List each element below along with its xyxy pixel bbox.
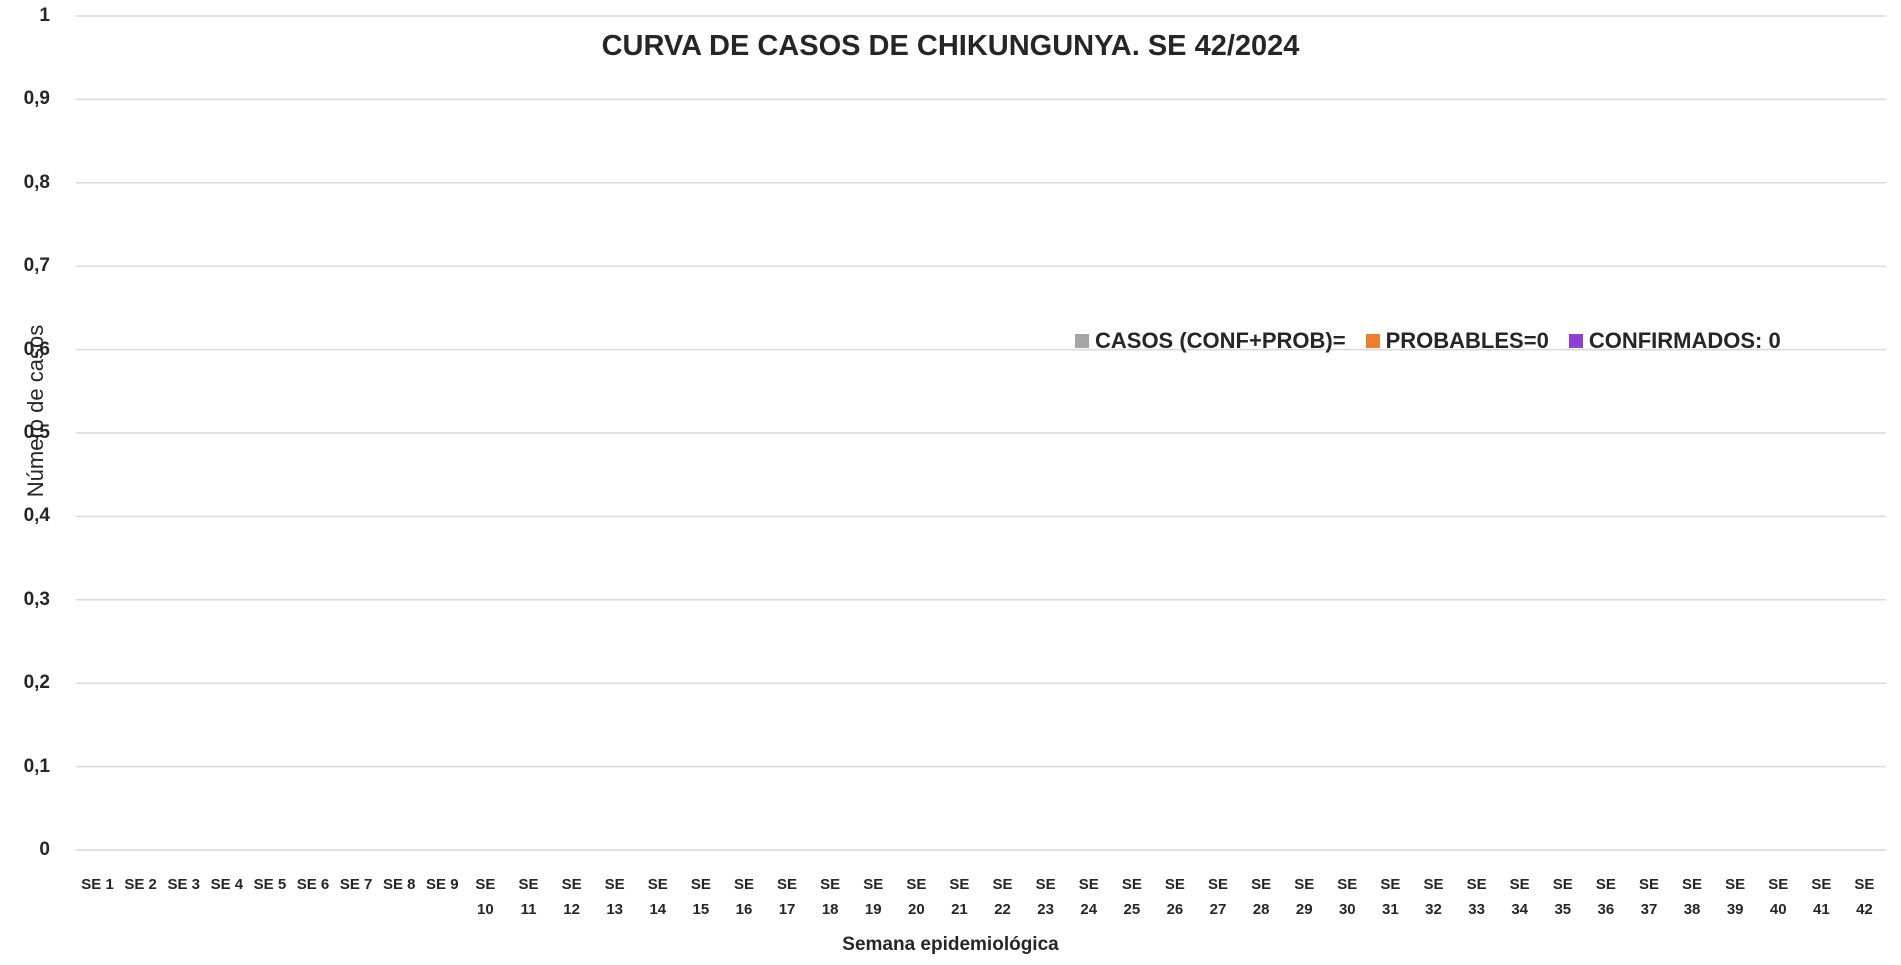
y-tick-label: 0,4	[23, 505, 50, 527]
x-tick-label: SE 34	[1509, 876, 1530, 918]
x-tick-label: SE 9	[426, 876, 459, 893]
x-tick-label: SE 10	[475, 876, 496, 918]
x-tick-label: SE 15	[690, 876, 711, 918]
chart-title: CURVA DE CASOS DE CHIKUNGUNYA. SE 42/202…	[601, 30, 1300, 62]
legend-item: CASOS (CONF+PROB)=	[1075, 328, 1346, 354]
x-tick-label: SE 6	[296, 876, 330, 893]
legend-label: CONFIRMADOS: 0	[1588, 328, 1781, 353]
x-tick-label: SE 38	[1682, 876, 1703, 918]
x-tick-label: SE 2	[124, 876, 157, 893]
x-tick-label: SE 36	[1595, 876, 1616, 918]
x-tick-label: SE 32	[1423, 876, 1444, 918]
x-tick-label: SE 21	[949, 876, 970, 918]
x-tick-label: SE 39	[1725, 876, 1746, 918]
x-tick-label: SE 25	[1121, 876, 1142, 918]
y-tick-label: 0,2	[23, 672, 50, 694]
x-tick-label: SE 42	[1854, 876, 1875, 918]
x-tick-label: SE 18	[820, 876, 841, 918]
legend-label: CASOS (CONF+PROB)=	[1095, 328, 1346, 353]
x-tick-label: SE 17	[777, 876, 798, 918]
x-tick-label: SE 11	[518, 876, 539, 918]
x-tick-label: SE 33	[1466, 876, 1487, 918]
x-tick-label: SE 8	[382, 876, 416, 893]
x-tick-label: SE 4	[210, 876, 244, 893]
x-tick-label: SE 40	[1768, 876, 1789, 918]
x-tick-label: SE 7	[339, 876, 373, 893]
x-tick-label: SE 1	[81, 876, 114, 893]
x-axis-title: Semana epidemiológica	[842, 934, 1059, 955]
legend-swatch	[1568, 334, 1583, 348]
y-tick-label: 0,5	[23, 422, 50, 443]
x-tick-label: SE 35	[1552, 876, 1573, 918]
x-tick-label: SE 23	[1035, 876, 1056, 918]
x-tick-label: SE 12	[561, 876, 582, 918]
y-tick-label: 0,9	[23, 88, 50, 110]
x-tick-label: SE 14	[647, 876, 668, 918]
x-tick-label: SE 13	[604, 876, 625, 918]
y-tick-label: 0,3	[23, 588, 50, 610]
y-tick-label: 0,6	[23, 338, 50, 360]
x-tick-label: SE 24	[1078, 876, 1099, 918]
x-tick-label: SE 28	[1251, 876, 1272, 918]
y-tick-label: 0,1	[23, 755, 50, 777]
y-tick-label: 1	[39, 5, 50, 26]
x-tick-label: SE 41	[1811, 876, 1832, 918]
x-tick-label: SE 20	[906, 876, 927, 918]
legend-swatch	[1075, 334, 1089, 348]
legend-label: PROBABLES=0	[1385, 328, 1549, 353]
y-tick-label: 0	[39, 839, 50, 860]
legend-swatch	[1365, 334, 1380, 348]
x-tick-label: SE 3	[167, 876, 200, 893]
x-tick-label: SE 22	[992, 876, 1013, 918]
legend-item: CONFIRMADOS: 0	[1568, 328, 1781, 354]
x-tick-label: SE 37	[1638, 876, 1659, 918]
x-tick-label: SE 30	[1337, 876, 1358, 918]
x-tick-label: SE 27	[1208, 876, 1229, 918]
x-tick-label: SE 19	[863, 876, 884, 918]
x-tick-label: SE 31	[1380, 876, 1401, 918]
legend-item: PROBABLES=0	[1365, 328, 1549, 354]
x-tick-label: SE 16	[733, 876, 754, 918]
legend: CASOS (CONF+PROB)= PROBABLES=0 CONFIRMADOS…	[1075, 328, 1781, 354]
x-tick-label: SE 5	[253, 876, 287, 893]
x-tick-label: SE 29	[1294, 876, 1315, 918]
x-tick-label: SE 26	[1164, 876, 1185, 918]
y-tick-label: 0,7	[23, 255, 50, 277]
y-tick-label: 0,8	[23, 171, 50, 193]
